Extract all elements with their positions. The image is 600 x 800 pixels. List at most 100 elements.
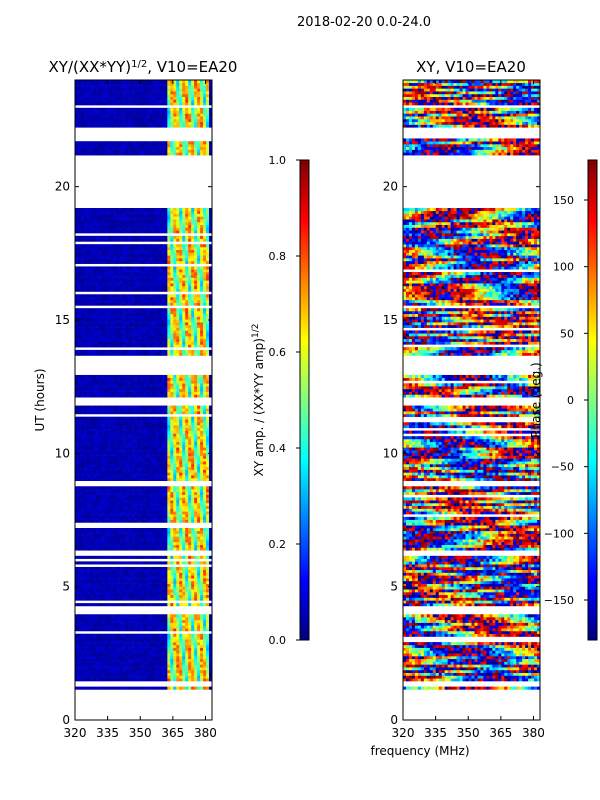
heatmap-cell bbox=[107, 619, 112, 623]
heatmap-cell bbox=[158, 656, 162, 660]
heatmap-cell bbox=[95, 619, 100, 623]
heatmap-cell bbox=[161, 436, 165, 440]
heatmap-cell bbox=[158, 458, 162, 462]
heatmap-cell bbox=[152, 422, 156, 426]
heatmap-cell bbox=[89, 489, 94, 493]
heatmap-cell bbox=[122, 425, 126, 429]
heatmap-cell bbox=[137, 319, 141, 323]
heatmap-cell bbox=[194, 617, 198, 621]
heatmap-cell bbox=[89, 500, 94, 504]
heatmap-cell bbox=[122, 586, 126, 590]
heatmap-cell bbox=[128, 491, 132, 495]
heatmap-cell bbox=[167, 380, 171, 384]
heatmap-cell bbox=[161, 486, 165, 490]
heatmap-cell bbox=[209, 536, 212, 540]
heatmap-cell bbox=[95, 572, 100, 576]
heatmap-cell bbox=[89, 578, 94, 582]
heatmap-cell bbox=[95, 586, 100, 590]
heatmap-cell bbox=[125, 433, 129, 437]
heatmap-cell bbox=[161, 416, 165, 420]
heatmap-cell bbox=[104, 411, 109, 415]
heatmap-cell bbox=[86, 656, 91, 660]
heatmap-cell bbox=[170, 338, 174, 342]
heatmap-cell bbox=[149, 628, 153, 632]
heatmap-cell bbox=[167, 647, 171, 651]
heatmap-cell bbox=[86, 555, 91, 559]
heatmap-cell bbox=[113, 586, 117, 590]
heatmap-cell bbox=[86, 419, 91, 423]
heatmap-cell bbox=[83, 617, 88, 621]
heatmap-cell bbox=[80, 622, 85, 626]
heatmap-cell bbox=[92, 514, 97, 518]
heatmap-cell bbox=[125, 338, 129, 342]
heatmap-cell bbox=[182, 411, 186, 415]
heatmap-cell bbox=[179, 561, 183, 565]
heatmap-cell bbox=[101, 313, 106, 317]
heatmap-cell bbox=[188, 472, 192, 476]
heatmap-cell bbox=[125, 617, 129, 621]
heatmap-cell bbox=[179, 505, 183, 509]
heatmap-cell bbox=[113, 653, 117, 657]
heatmap-cell bbox=[80, 569, 85, 573]
heatmap-cell bbox=[206, 464, 210, 468]
heatmap-cell bbox=[155, 380, 159, 384]
heatmap-cell bbox=[164, 656, 168, 660]
heatmap-cell bbox=[101, 650, 106, 654]
heatmap-cell bbox=[146, 441, 150, 445]
heatmap-cell bbox=[92, 639, 97, 643]
heatmap-cell bbox=[107, 497, 112, 501]
heatmap-cell bbox=[119, 341, 123, 345]
heatmap-cell bbox=[122, 578, 126, 582]
heatmap-cell bbox=[137, 661, 141, 665]
heatmap-cell bbox=[167, 569, 171, 573]
heatmap-cell bbox=[128, 678, 132, 682]
heatmap-cell bbox=[101, 619, 106, 623]
heatmap-cell bbox=[80, 511, 85, 515]
heatmap-cell bbox=[173, 475, 177, 479]
heatmap-cell bbox=[140, 505, 144, 509]
heatmap-cell bbox=[104, 530, 109, 534]
heatmap-cell bbox=[209, 469, 212, 473]
heatmap-cell bbox=[131, 642, 135, 646]
heatmap-cell bbox=[131, 344, 135, 348]
heatmap-cell bbox=[110, 380, 115, 384]
heatmap-cell bbox=[161, 603, 165, 607]
heatmap-cell bbox=[116, 336, 120, 340]
heatmap-cell bbox=[75, 497, 79, 501]
heatmap-cell bbox=[146, 619, 150, 623]
heatmap-cell bbox=[89, 430, 94, 434]
heatmap-cell bbox=[182, 425, 186, 429]
heatmap-cell bbox=[197, 425, 201, 429]
heatmap-cell bbox=[125, 419, 129, 423]
heatmap-cell bbox=[143, 489, 147, 493]
heatmap-cell bbox=[185, 669, 189, 673]
heatmap-cell bbox=[131, 441, 135, 445]
heatmap-cell bbox=[75, 516, 79, 520]
heatmap-cell bbox=[77, 324, 82, 328]
heatmap-cell bbox=[197, 427, 201, 431]
heatmap-cell bbox=[173, 505, 177, 509]
heatmap-cell bbox=[185, 642, 189, 646]
heatmap-cell bbox=[161, 619, 165, 623]
heatmap-cell bbox=[209, 436, 212, 440]
heatmap-cell bbox=[116, 475, 120, 479]
heatmap-cell bbox=[167, 327, 171, 331]
heatmap-cell bbox=[122, 511, 126, 515]
heatmap-cell bbox=[83, 628, 88, 632]
heatmap-cell bbox=[152, 528, 156, 532]
heatmap-cell bbox=[137, 327, 141, 331]
heatmap-cell bbox=[113, 547, 117, 551]
heatmap-cell bbox=[80, 383, 85, 387]
heatmap-cell bbox=[206, 661, 210, 665]
heatmap-cell bbox=[116, 316, 120, 320]
heatmap-cell bbox=[209, 508, 212, 512]
heatmap-cell bbox=[191, 580, 195, 584]
heatmap-cell bbox=[194, 338, 198, 342]
heatmap-cell bbox=[113, 333, 117, 337]
heatmap-cell bbox=[158, 444, 162, 448]
heatmap-cell bbox=[143, 419, 147, 423]
heatmap-cell bbox=[116, 625, 120, 629]
heatmap-cell bbox=[98, 327, 103, 331]
heatmap-cell bbox=[83, 566, 88, 571]
heatmap-cell bbox=[75, 383, 79, 387]
